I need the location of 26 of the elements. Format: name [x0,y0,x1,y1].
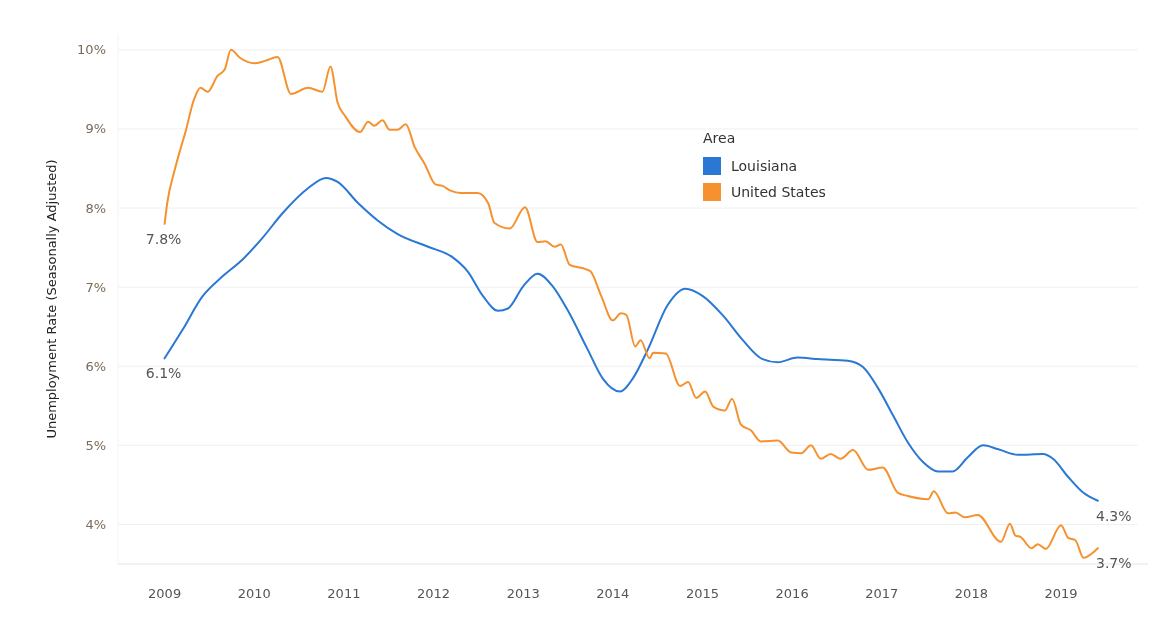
y-tick-label: 7% [85,279,106,295]
x-tick-label: 2010 [237,586,271,601]
x-tick-label: 2016 [775,586,809,601]
legend-title: Area [703,130,736,146]
y-tick-label: 8% [85,200,106,216]
y-tick-label: 4% [85,517,106,532]
x-tick-label: 2012 [417,586,451,601]
y-tick-label: 10% [77,42,106,58]
x-tick-label: 2011 [327,586,361,601]
data-label: 4.3% [1096,507,1132,524]
data-label: 6.1% [145,365,182,382]
x-tick-label: 2019 [1044,586,1078,601]
legend-label: United States [731,184,826,200]
y-tick-label: 6% [85,358,106,374]
y-axis-title: Unemployment Rate (Seasonally Adjusted) [44,159,59,439]
legend-label: Louisiana [731,158,798,174]
x-tick-label: 2017 [865,586,899,601]
data-label: 3.7% [1096,555,1132,572]
x-tick-label: 2014 [596,586,630,601]
x-tick-label: 2009 [148,586,182,601]
data-label: 7.8% [145,230,182,247]
y-tick-label: 5% [85,437,106,453]
x-tick-label: 2018 [954,586,988,601]
y-tick-label: 9% [85,121,106,137]
x-tick-label: 2015 [685,586,720,601]
x-tick-label: 2013 [506,586,540,601]
